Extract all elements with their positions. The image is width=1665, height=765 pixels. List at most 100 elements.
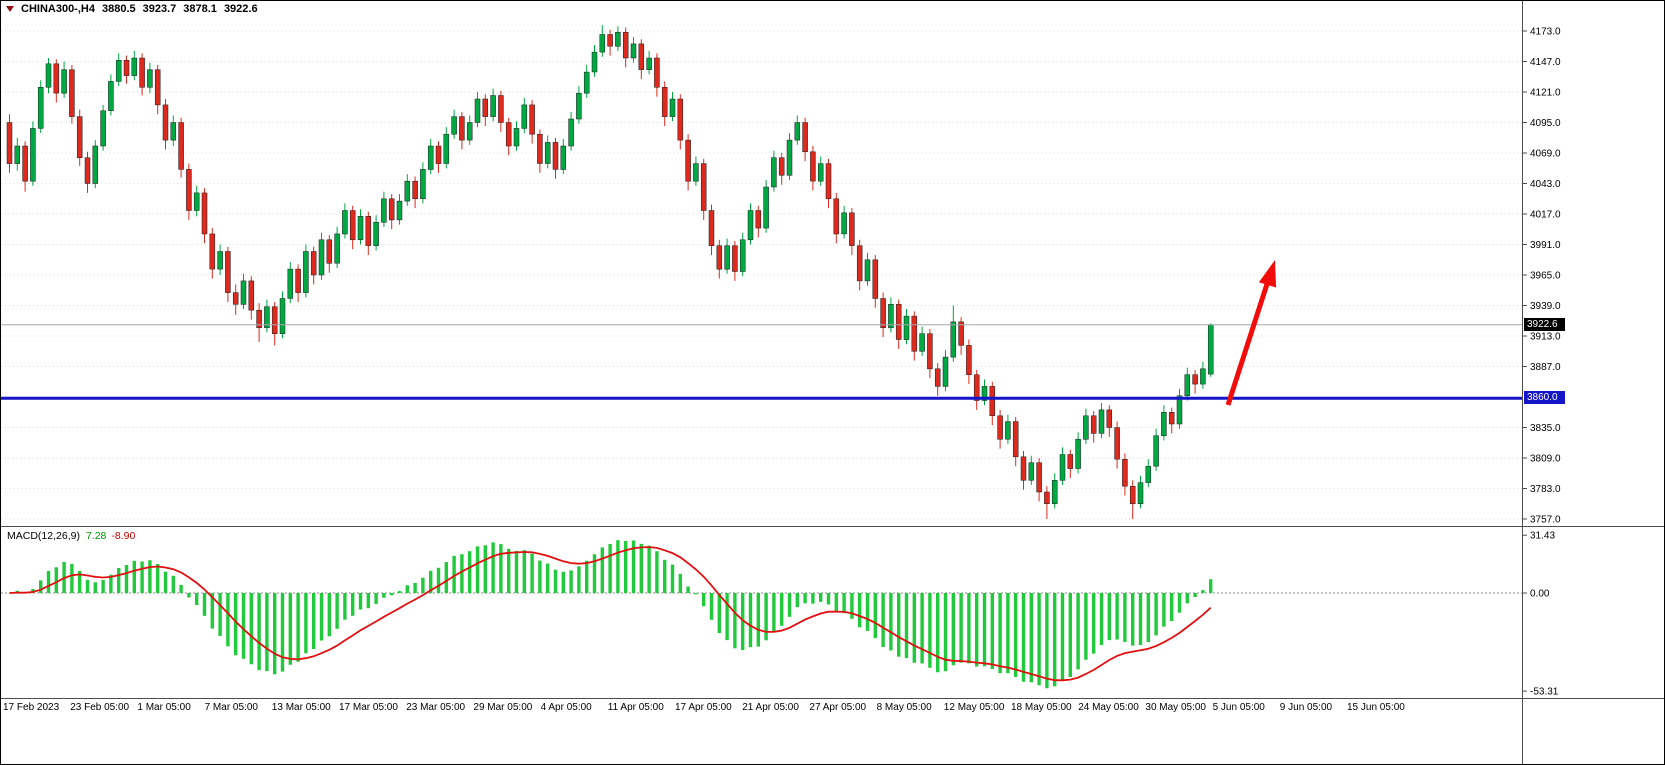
bull-candle [841,212,847,235]
bear-candle [295,268,301,293]
bull-candle [646,57,652,70]
bull-candle [903,315,910,340]
bear-candle [84,157,91,184]
time-axis-label: 15 Jun 05:00 [1347,702,1405,713]
bull-candle [92,145,99,184]
bear-candle [856,245,863,282]
trend-arrow-shaft[interactable] [1225,283,1270,406]
time-axis-label: 1 Mar 05:00 [137,702,191,713]
bear-candle [732,245,738,272]
bull-candle [669,98,676,117]
time-axis-label: 17 Feb 2023 [3,702,60,713]
bear-candle [1168,412,1175,425]
price-axis-label: 4069.0 [1530,149,1561,160]
price-axis-label: 3835.0 [1530,423,1561,434]
bear-candle [802,122,808,153]
macd-axis-label: 0.00 [1530,589,1550,600]
bull-candle [279,298,286,334]
bear-candle [708,210,715,246]
bull-candle [864,259,871,282]
bull-candle [318,239,325,276]
time-axis-label: 30 May 05:00 [1145,702,1206,713]
time-axis-label: 23 Feb 05:00 [70,702,129,713]
bear-candle [1020,456,1027,481]
bear-candle [271,306,278,334]
time-axis-label: 5 Jun 05:00 [1213,702,1266,713]
bull-candle [264,306,270,329]
price-axis-label: 4043.0 [1530,179,1561,190]
bear-candle [700,163,707,211]
bear-candle [505,122,512,147]
bar-open: 3880.5 [101,3,136,15]
bull-candle [170,122,177,141]
bear-candle [685,139,691,182]
bull-candle [1059,454,1066,481]
bull-candle [490,95,496,117]
bull-candle [61,69,67,94]
bear-candle [989,386,996,416]
macd-signal-value: -8.90 [111,530,136,542]
hline-price-badge: 3860.0 [1524,391,1565,404]
bear-candle [880,298,886,329]
bull-candle [100,110,106,147]
price-axis-label: 4095.0 [1530,118,1561,129]
bull-candle [1005,421,1011,440]
price-axis-label: 3783.0 [1530,484,1561,495]
bear-candle [895,304,902,340]
price-axis-label: 4121.0 [1530,88,1561,99]
time-axis-label: 17 Apr 05:00 [675,702,732,713]
bear-candle [716,245,723,270]
bull-candle [1028,462,1035,481]
bear-candle [833,198,840,235]
bull-candle [583,71,590,94]
bear-candle [1067,454,1074,469]
time-axis-label: 18 May 05:00 [1011,702,1072,713]
bear-candle [22,145,28,182]
symbol-dropdown-icon[interactable] [6,6,14,12]
bull-candle [568,118,574,147]
bull-candle [630,43,637,59]
bear-candle [349,210,356,241]
bull-candle [560,145,567,170]
bull-candle [1200,368,1206,385]
bull-candle [147,69,153,88]
bear-candle [638,43,645,70]
bull-candle [591,51,598,73]
bull-candle [466,122,473,141]
bear-candle [1044,491,1050,504]
bear-candle [209,233,216,270]
trend-arrow-head[interactable] [1258,260,1277,288]
bull-candle [981,386,988,401]
bear-candle [529,104,535,135]
bar-high: 3923.7 [142,3,177,15]
bull-candle [373,221,379,246]
bear-candle [459,116,465,141]
bull-candle [747,210,754,241]
bear-candle [1090,415,1097,434]
bear-candle [388,198,395,221]
price-axis-label: 3939.0 [1530,301,1561,312]
bull-candle [513,128,520,147]
bull-candle [1161,412,1167,437]
bull-candle [1176,395,1183,425]
bear-candle [958,321,964,346]
bull-candle [1098,409,1105,434]
bull-candle [240,280,247,305]
bull-candle [1145,465,1152,483]
bull-candle [693,163,699,182]
macd-signal-line [9,546,1212,682]
bull-candle [1207,324,1214,375]
bull-candle [521,104,528,129]
price-axis-label: 3991.0 [1530,240,1561,251]
bull-candle [334,233,340,264]
time-axis-label: 9 Jun 05:00 [1280,702,1333,713]
bear-candle [607,34,613,47]
bear-candle [1192,374,1198,385]
bull-candle [786,139,793,176]
bull-candle [1137,482,1144,504]
bull-candle [427,145,434,170]
bear-candle [677,98,684,141]
time-axis-label: 12 May 05:00 [944,702,1005,713]
